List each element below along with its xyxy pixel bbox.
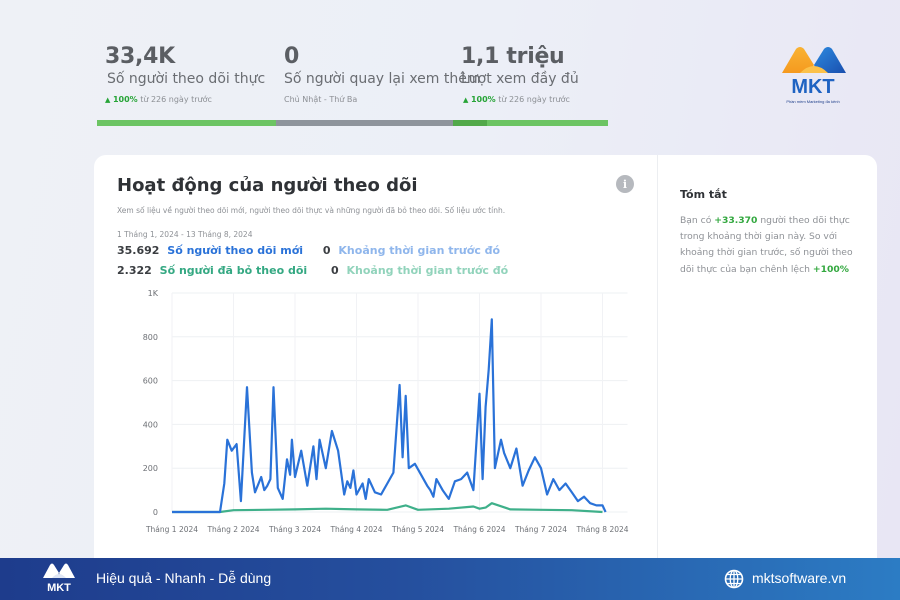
footer-mkt-logo: MKT bbox=[43, 563, 75, 594]
summary-followers-delta: +33.370 bbox=[714, 215, 758, 226]
prev-label: Khoảng thời gian trước đó bbox=[338, 244, 501, 257]
follower-line-chart[interactable]: 0 200 400 600 800 1K Tháng 1 2024 Tháng 2 2024 T… bbox=[94, 155, 657, 555]
card-description: Xem số liệu về người theo dõi mới, người… bbox=[117, 206, 506, 215]
stat-value: 1,1 triệu bbox=[461, 44, 565, 69]
series-new-followers-line bbox=[172, 318, 607, 514]
change-percent: 100% bbox=[470, 95, 496, 104]
metric-value: 2.322 bbox=[117, 264, 152, 277]
metric-label: Số người theo dõi mới bbox=[167, 244, 304, 257]
card-divider bbox=[657, 155, 658, 600]
metric-unfollows[interactable]: 2.322 Số người đã bỏ theo dõi 0 Khoảng t… bbox=[117, 264, 508, 277]
info-icon[interactable]: i bbox=[616, 175, 634, 193]
summary-percent-delta: +100% bbox=[812, 263, 849, 275]
stat-sub: Chủ Nhật - Thứ Ba bbox=[284, 95, 358, 104]
x-tick-label: Tháng 6 2024 bbox=[452, 525, 505, 534]
stat-real-followers[interactable]: 33,4K Số người theo dõi thực ▲ 100% từ 2… bbox=[105, 44, 265, 104]
mkt-logo: MKT Phần mềm Marketing đa kênh bbox=[782, 47, 846, 104]
progress-segment bbox=[276, 120, 453, 126]
card-title: Hoạt động của người theo dõi bbox=[117, 175, 418, 196]
stat-returning-viewers[interactable]: 0 Số người quay lại xem thêm Chủ Nhật - … bbox=[284, 44, 481, 104]
y-tick-label: 600 bbox=[143, 377, 158, 386]
metric-new-followers[interactable]: 35.692 Số người theo dõi mới 0 Khoảng th… bbox=[117, 244, 500, 257]
x-tick-label: Tháng 8 2024 bbox=[575, 525, 628, 534]
trend-up-icon: ▲ bbox=[463, 96, 469, 104]
change-percent: 100% bbox=[112, 95, 138, 104]
y-tick-label: 200 bbox=[143, 464, 158, 473]
stat-change: ▲ 100% từ 226 ngày trước bbox=[105, 95, 265, 104]
series-unfollows-line bbox=[172, 502, 603, 514]
footer-banner: MKT Hiệu quả - Nhanh - Dễ dùng mktsoftwa… bbox=[0, 558, 900, 600]
follower-activity-card: Hoạt động của người theo dõi i Xem số li… bbox=[94, 155, 877, 600]
summary-text: Bạn có +33.370 người theo dõi thực trong… bbox=[680, 215, 853, 275]
y-tick-label: 800 bbox=[143, 333, 158, 342]
progress-segment bbox=[487, 120, 608, 126]
svg-text:MKT: MKT bbox=[791, 76, 834, 98]
prev-label: Khoảng thời gian trước đó bbox=[346, 264, 509, 277]
stat-full-views[interactable]: 1,1 triệu Lượt xem đầy đủ ▲ 100% từ 226 … bbox=[461, 44, 579, 104]
globe-icon bbox=[724, 569, 744, 589]
x-tick-label: Tháng 5 2024 bbox=[391, 525, 444, 534]
svg-text:MKT: MKT bbox=[47, 582, 71, 594]
footer-tagline: Hiệu quả - Nhanh - Dễ dùng bbox=[96, 570, 272, 586]
x-tick-label: Tháng 2 2024 bbox=[206, 525, 259, 534]
stat-value: 33,4K bbox=[105, 44, 175, 69]
prev-value: 0 bbox=[331, 264, 339, 277]
y-tick-label: 1K bbox=[148, 289, 159, 298]
progress-segment bbox=[453, 120, 487, 126]
metric-value: 35.692 bbox=[117, 244, 160, 257]
summary-title: Tóm tắt bbox=[680, 188, 727, 201]
change-suffix: từ 226 ngày trước bbox=[140, 95, 212, 104]
progress-segment bbox=[97, 120, 276, 126]
metric-label: Số người đã bỏ theo dõi bbox=[159, 264, 308, 277]
stat-change: ▲ 100% từ 226 ngày trước bbox=[463, 95, 579, 104]
stat-value: 0 bbox=[284, 44, 300, 69]
footer-website-link[interactable]: mktsoftware.vn bbox=[752, 570, 847, 586]
stats-progress-bar bbox=[97, 120, 608, 126]
x-tick-label: Tháng 1 2024 bbox=[145, 525, 198, 534]
x-tick-label: Tháng 4 2024 bbox=[329, 525, 382, 534]
stat-label: Lượt xem đầy đủ bbox=[461, 71, 579, 87]
y-tick-label: 400 bbox=[143, 420, 158, 429]
x-tick-label: Tháng 3 2024 bbox=[268, 525, 321, 534]
date-range[interactable]: 1 Tháng 1, 2024 - 13 Tháng 8, 2024 bbox=[117, 230, 253, 239]
y-tick-label: 0 bbox=[153, 508, 158, 517]
svg-text:Phần mềm Marketing đa kênh: Phần mềm Marketing đa kênh bbox=[786, 99, 839, 104]
x-tick-label: Tháng 7 2024 bbox=[514, 525, 567, 534]
change-suffix: từ 226 ngày trước bbox=[498, 95, 570, 104]
trend-up-icon: ▲ bbox=[105, 96, 111, 104]
stat-label: Số người quay lại xem thêm bbox=[284, 71, 481, 87]
prev-value: 0 bbox=[322, 244, 331, 257]
stat-label: Số người theo dõi thực bbox=[107, 71, 266, 87]
